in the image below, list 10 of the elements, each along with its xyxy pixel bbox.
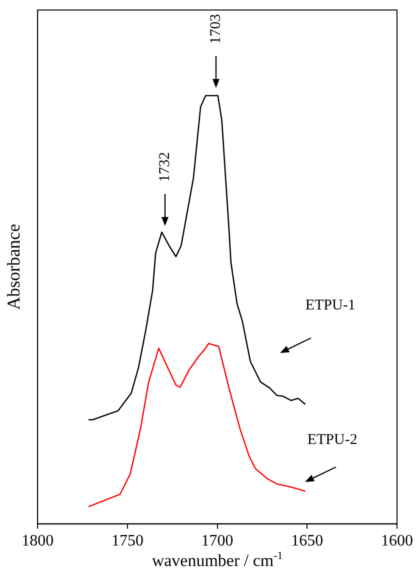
x-tick-label: 1700 <box>201 532 234 550</box>
text: ETPU-2 <box>307 432 358 448</box>
annotation: 1732 <box>156 152 173 182</box>
x-tick-label: 1750 <box>111 532 144 550</box>
text: ETPU-1 <box>305 297 356 314</box>
text: 1703 <box>208 14 224 44</box>
x-tick-label: 1650 <box>291 532 324 550</box>
y-axis-title: Absorbance <box>4 224 24 310</box>
x-tick-label: 1600 <box>381 532 413 550</box>
x-tick-label: 1800 <box>22 532 54 550</box>
